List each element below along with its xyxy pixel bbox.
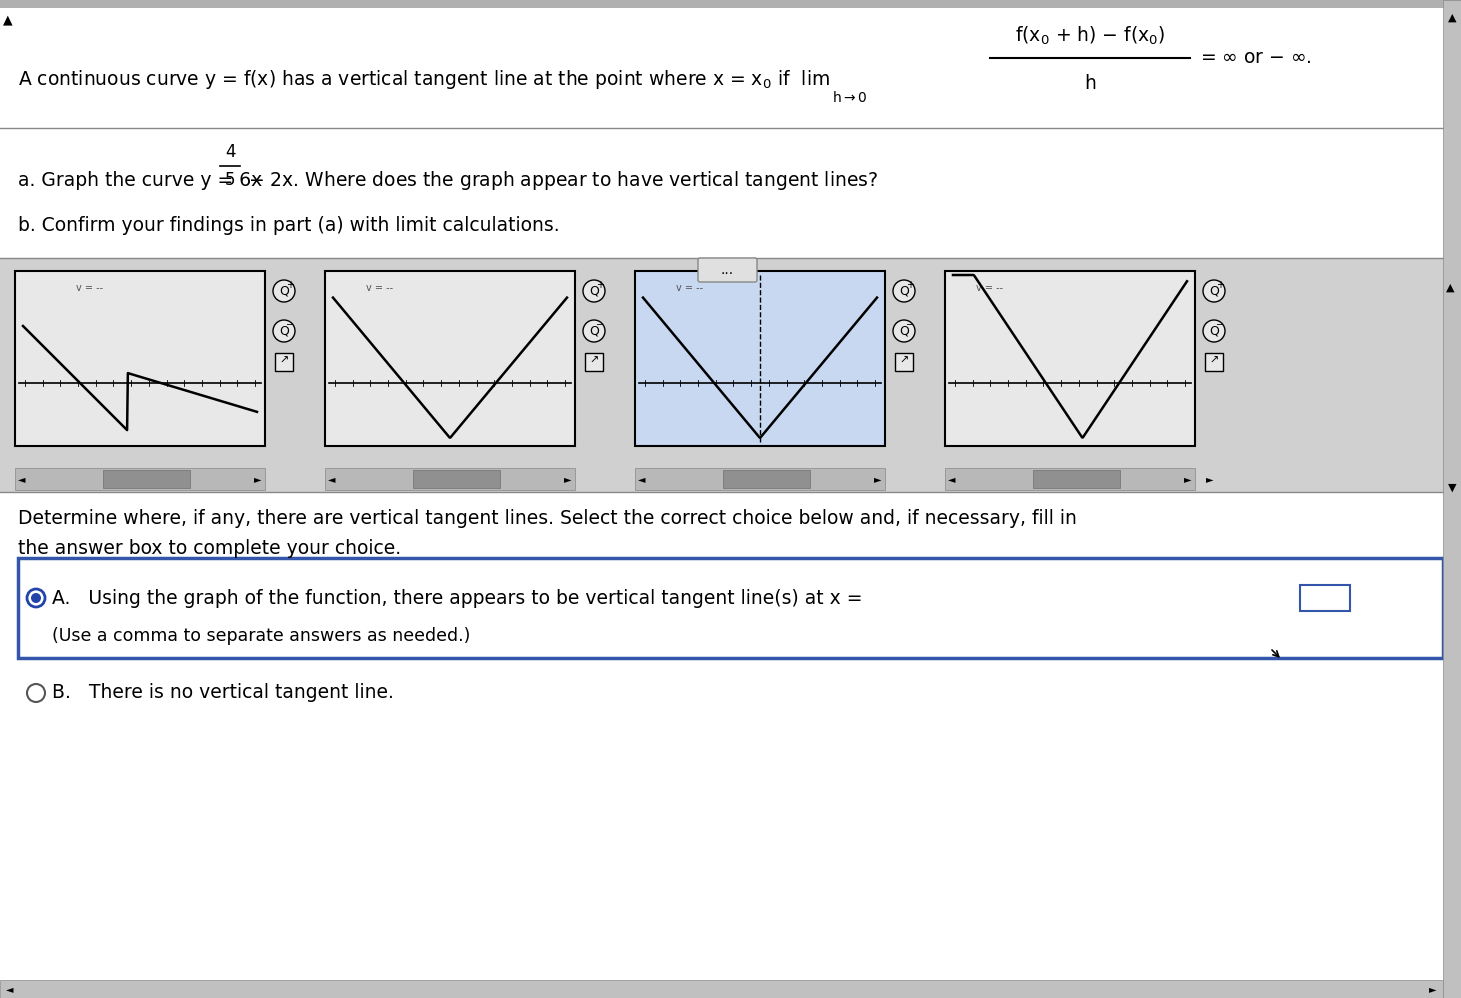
- Text: −: −: [906, 320, 915, 330]
- Bar: [636, 468, 885, 490]
- Text: ↗: ↗: [900, 356, 909, 366]
- Circle shape: [273, 280, 295, 302]
- Text: A continuous curve y = f(x) has a vertical tangent line at the point where x = x: A continuous curve y = f(x) has a vertic…: [18, 68, 830, 91]
- Bar: [636, 271, 885, 446]
- Bar: [0, 980, 1443, 998]
- Text: b. Confirm your findings in part (a) with limit calculations.: b. Confirm your findings in part (a) wit…: [18, 216, 560, 235]
- Bar: [945, 468, 1195, 490]
- Text: ►: ►: [254, 474, 262, 484]
- Bar: [275, 353, 294, 371]
- Text: +: +: [1216, 280, 1224, 290]
- Bar: [0, 0, 1461, 128]
- Text: v = --: v = --: [676, 283, 704, 293]
- Text: Q: Q: [899, 324, 909, 337]
- Text: ►: ►: [1185, 474, 1192, 484]
- Circle shape: [26, 589, 45, 607]
- Text: ►: ►: [1429, 984, 1436, 994]
- Circle shape: [1202, 280, 1224, 302]
- Text: ◄: ◄: [18, 474, 26, 484]
- Text: 5: 5: [225, 171, 235, 189]
- Text: ▲: ▲: [1448, 13, 1457, 23]
- Text: ◄: ◄: [6, 984, 13, 994]
- Text: ◄: ◄: [329, 474, 336, 484]
- FancyBboxPatch shape: [698, 258, 757, 282]
- Text: ↗: ↗: [1210, 356, 1218, 366]
- Text: a. Graph the curve y = 6x: a. Graph the curve y = 6x: [18, 171, 263, 190]
- Circle shape: [893, 320, 915, 342]
- Text: h$\rightarrow$0: h$\rightarrow$0: [833, 90, 868, 105]
- Text: −: −: [1216, 320, 1224, 330]
- Bar: [896, 353, 913, 371]
- Text: ↗: ↗: [589, 356, 599, 366]
- Text: Q: Q: [279, 324, 289, 337]
- Text: B.   There is no vertical tangent line.: B. There is no vertical tangent line.: [53, 684, 394, 703]
- Text: ↗: ↗: [279, 356, 289, 366]
- Text: = $\infty$ or $-$ $\infty$.: = $\infty$ or $-$ $\infty$.: [1199, 48, 1312, 67]
- Bar: [324, 468, 576, 490]
- Text: A.   Using the graph of the function, there appears to be vertical tangent line(: A. Using the graph of the function, ther…: [53, 589, 862, 608]
- Text: ▲: ▲: [1446, 283, 1454, 293]
- Text: Q: Q: [1210, 324, 1218, 337]
- Bar: [102, 470, 190, 488]
- Bar: [15, 271, 264, 446]
- Text: Q: Q: [589, 284, 599, 297]
- Circle shape: [583, 280, 605, 302]
- Bar: [1205, 353, 1223, 371]
- Bar: [945, 271, 1195, 446]
- Text: f(x$_0$ + h) $-$ f(x$_0$): f(x$_0$ + h) $-$ f(x$_0$): [1015, 25, 1166, 47]
- Text: 4: 4: [225, 143, 235, 161]
- Bar: [412, 470, 500, 488]
- Circle shape: [26, 684, 45, 702]
- Text: Q: Q: [899, 284, 909, 297]
- Text: ►: ►: [1207, 474, 1214, 484]
- Circle shape: [583, 320, 605, 342]
- Text: v = --: v = --: [76, 283, 104, 293]
- Text: −: −: [596, 320, 603, 330]
- Bar: [723, 470, 809, 488]
- Text: Determine where, if any, there are vertical tangent lines. Select the correct ch: Determine where, if any, there are verti…: [18, 509, 1077, 528]
- Circle shape: [1202, 320, 1224, 342]
- Text: $-$ 2x. Where does the graph appear to have vertical tangent lines?: $-$ 2x. Where does the graph appear to h…: [248, 169, 878, 192]
- Text: Q: Q: [279, 284, 289, 297]
- Bar: [324, 271, 576, 446]
- Text: +: +: [286, 280, 294, 290]
- Bar: [0, 492, 1461, 998]
- Text: Q: Q: [1210, 284, 1218, 297]
- Text: v = --: v = --: [976, 283, 1004, 293]
- Circle shape: [893, 280, 915, 302]
- Bar: [584, 353, 603, 371]
- Bar: [15, 468, 264, 490]
- Text: (Use a comma to separate answers as needed.): (Use a comma to separate answers as need…: [53, 627, 470, 645]
- Circle shape: [31, 593, 41, 603]
- Text: ...: ...: [720, 263, 733, 277]
- Text: ►: ►: [564, 474, 571, 484]
- Text: +: +: [596, 280, 603, 290]
- Text: ◄: ◄: [638, 474, 646, 484]
- Text: Q: Q: [589, 324, 599, 337]
- Circle shape: [273, 320, 295, 342]
- Text: ◄: ◄: [948, 474, 955, 484]
- Bar: [1443, 0, 1461, 998]
- Text: h: h: [1084, 74, 1096, 93]
- Bar: [1033, 470, 1121, 488]
- Bar: [18, 558, 1443, 658]
- Bar: [0, 0, 1461, 8]
- Text: v = --: v = --: [367, 283, 393, 293]
- Text: −: −: [286, 320, 294, 330]
- Text: ▲: ▲: [3, 14, 13, 27]
- Text: +: +: [906, 280, 915, 290]
- Bar: [1300, 585, 1350, 611]
- Text: the answer box to complete your choice.: the answer box to complete your choice.: [18, 539, 402, 558]
- Bar: [0, 128, 1461, 258]
- Text: ►: ►: [874, 474, 882, 484]
- Text: ▼: ▼: [1448, 483, 1457, 493]
